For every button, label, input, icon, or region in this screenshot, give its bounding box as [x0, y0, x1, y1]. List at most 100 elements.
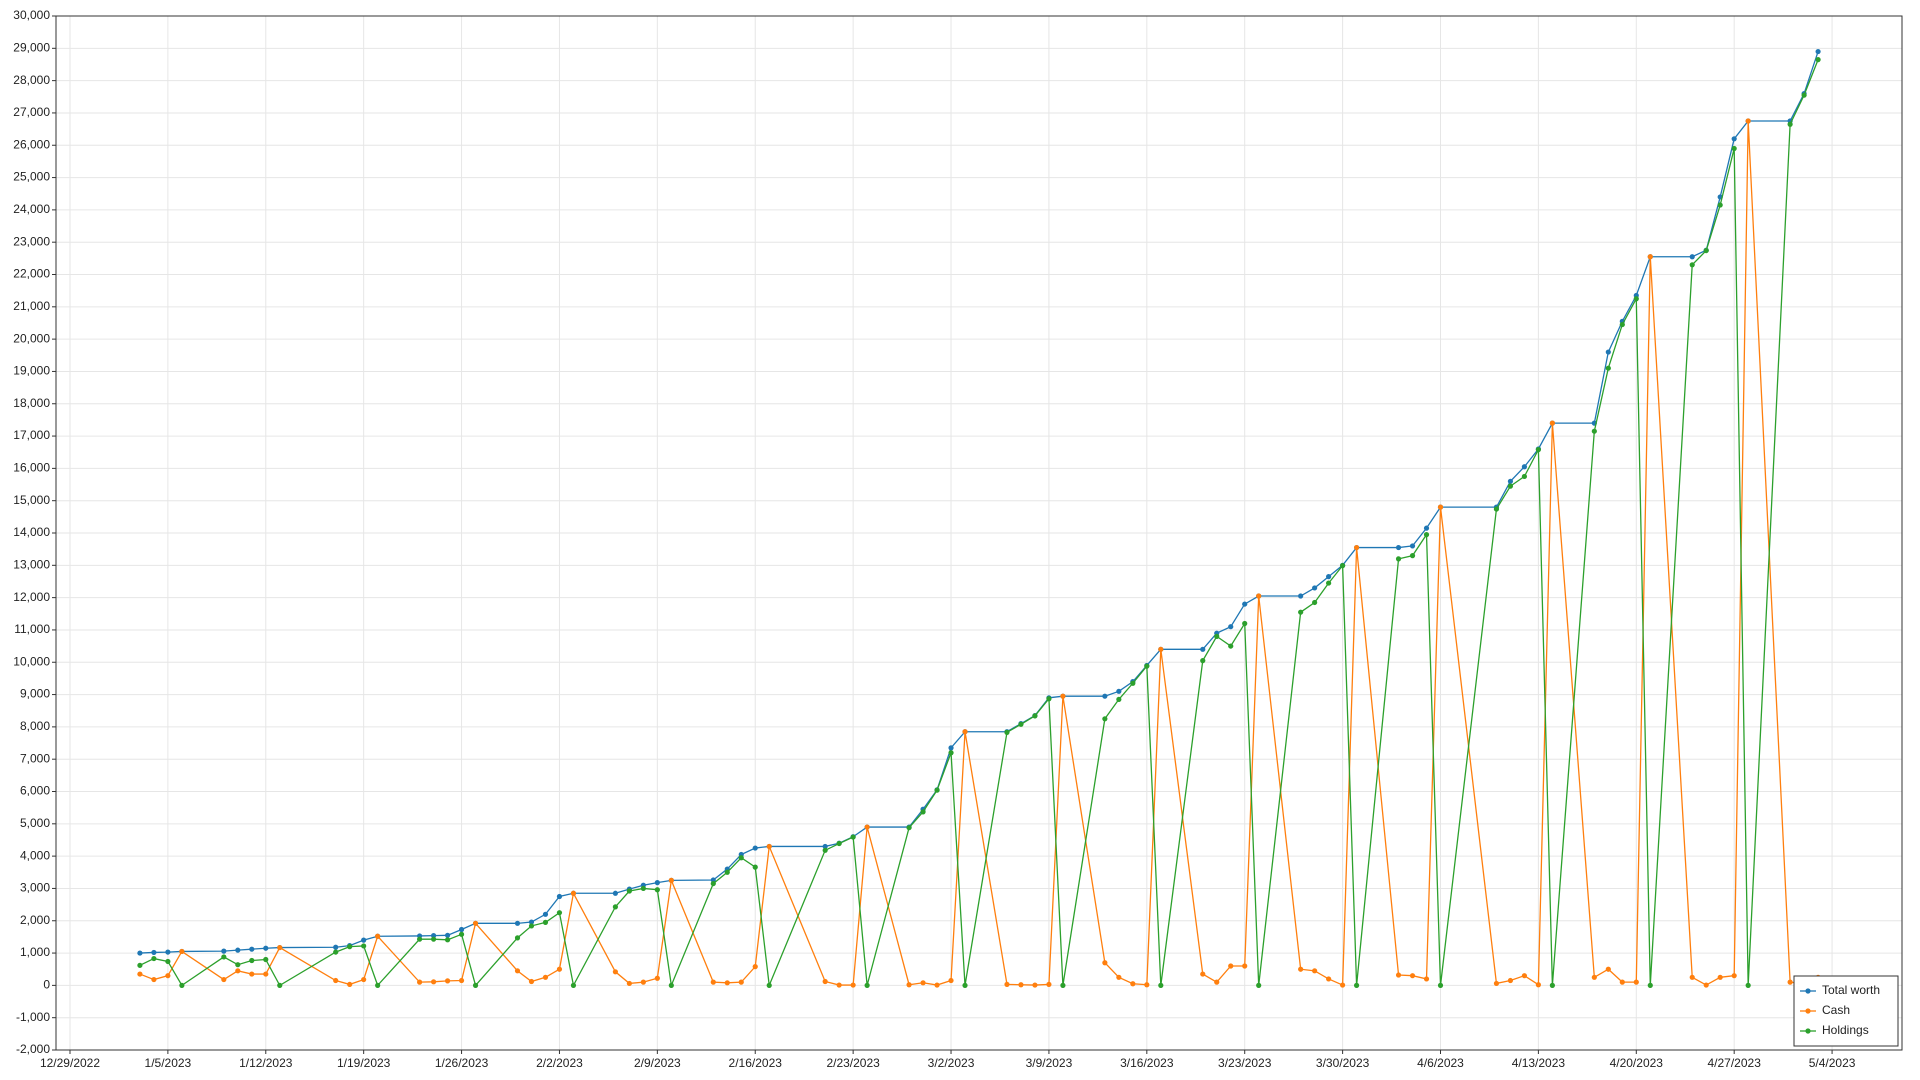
data-point	[1689, 974, 1695, 980]
data-point	[626, 888, 632, 894]
data-point	[1312, 968, 1318, 974]
data-point	[962, 729, 968, 735]
data-point	[165, 949, 171, 955]
x-tick-label: 3/23/2023	[1218, 1056, 1272, 1070]
data-point	[514, 968, 521, 974]
data-point	[654, 880, 660, 886]
data-point	[1130, 680, 1136, 686]
data-point	[151, 955, 157, 962]
x-tick-label: 2/23/2023	[826, 1056, 880, 1070]
data-point	[920, 809, 926, 815]
data-point	[1200, 971, 1206, 977]
data-point	[640, 885, 646, 892]
data-point	[249, 971, 255, 977]
data-point	[1298, 966, 1304, 972]
y-tick-label: 13,000	[13, 557, 50, 571]
data-point	[1619, 321, 1625, 328]
y-tick-label: 17,000	[13, 428, 50, 442]
data-point	[1200, 658, 1206, 664]
x-tick-label: 5/4/2023	[1809, 1056, 1856, 1070]
data-point	[612, 904, 618, 910]
y-tick-label: 3,000	[20, 881, 50, 895]
data-point	[1745, 982, 1751, 988]
data-point	[738, 855, 744, 861]
data-point	[137, 950, 143, 956]
x-tick-label: 2/16/2023	[729, 1056, 783, 1070]
data-point	[1633, 979, 1639, 985]
data-point	[1353, 544, 1360, 551]
data-point	[221, 976, 227, 983]
data-point	[1549, 982, 1555, 988]
data-point	[1815, 48, 1821, 55]
data-point	[1116, 696, 1122, 703]
data-point	[542, 974, 549, 980]
data-point	[1130, 981, 1136, 987]
data-point	[1144, 982, 1150, 988]
data-point	[1745, 118, 1751, 124]
y-tick-label: 11,000	[14, 622, 50, 636]
data-point	[1731, 145, 1737, 152]
data-point	[333, 949, 339, 955]
data-point	[1018, 982, 1024, 988]
data-point	[542, 919, 549, 925]
data-point	[1214, 979, 1220, 985]
data-point	[472, 920, 479, 926]
data-point	[1353, 982, 1360, 988]
data-point	[1395, 556, 1402, 562]
data-point	[1340, 563, 1346, 569]
x-tick-label: 4/20/2023	[1610, 1056, 1664, 1070]
data-point	[1158, 646, 1164, 652]
data-point	[710, 880, 716, 887]
data-point	[151, 949, 157, 956]
data-point	[1717, 202, 1723, 208]
y-tick-label: -1,000	[16, 1010, 50, 1024]
data-point	[1326, 976, 1332, 982]
y-tick-label: 7,000	[20, 751, 50, 765]
data-point	[948, 750, 954, 756]
data-point	[235, 968, 241, 974]
data-point	[179, 948, 185, 955]
legend-swatch-dot	[1805, 988, 1811, 994]
data-point	[1815, 57, 1821, 63]
data-point	[263, 956, 269, 963]
data-point	[836, 840, 842, 847]
data-point	[864, 824, 870, 830]
data-point	[1298, 609, 1304, 615]
data-point	[277, 982, 283, 988]
y-tick-label: 27,000	[13, 105, 50, 119]
data-point	[542, 911, 549, 917]
data-point	[1102, 716, 1108, 722]
data-point	[1242, 620, 1248, 627]
y-tick-label: 28,000	[13, 73, 50, 87]
data-point	[934, 982, 940, 988]
data-point	[962, 982, 968, 988]
data-point	[1647, 982, 1653, 988]
data-point	[1647, 254, 1653, 260]
data-point	[1018, 721, 1024, 727]
data-point	[1312, 599, 1318, 606]
y-tick-label: 25,000	[13, 170, 50, 184]
data-point	[1549, 420, 1555, 426]
data-point	[235, 962, 241, 968]
data-point	[472, 982, 479, 988]
x-tick-label: 12/29/2022	[40, 1056, 100, 1070]
y-tick-label: 14,000	[13, 525, 50, 539]
data-point	[948, 745, 954, 751]
data-point	[1801, 92, 1807, 98]
data-point	[1409, 553, 1416, 559]
x-tick-label: 4/27/2023	[1707, 1056, 1761, 1070]
legend-label: Cash	[1822, 1003, 1850, 1017]
y-tick-label: 29,000	[13, 40, 50, 54]
data-point	[1605, 349, 1611, 355]
data-point	[752, 864, 758, 870]
x-tick-label: 4/13/2023	[1512, 1056, 1566, 1070]
data-point	[1717, 974, 1723, 980]
data-point	[1060, 982, 1066, 988]
data-point	[458, 977, 465, 984]
y-tick-label: 10,000	[13, 654, 50, 668]
y-tick-label: 26,000	[13, 137, 50, 151]
data-point	[458, 926, 465, 933]
data-point	[430, 933, 437, 939]
data-point	[528, 919, 535, 925]
data-point	[1395, 544, 1402, 551]
